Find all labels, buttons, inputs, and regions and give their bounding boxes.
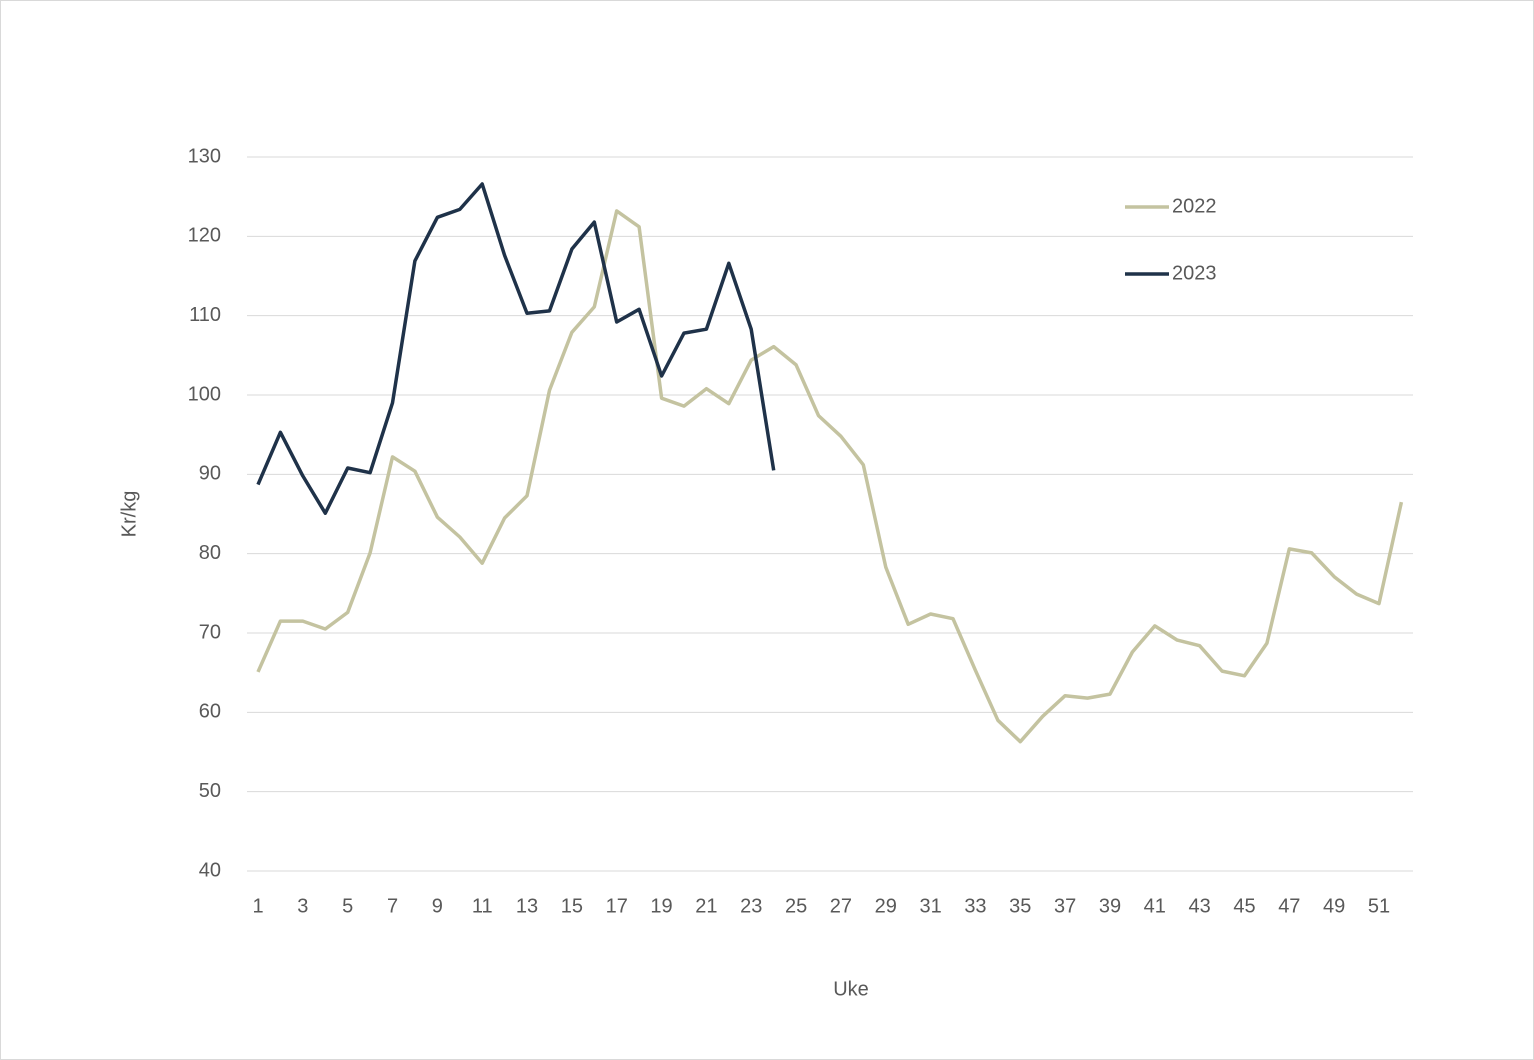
x-tick-label: 3	[297, 895, 308, 917]
x-tick-label: 49	[1323, 895, 1345, 917]
y-tick-label: 120	[188, 225, 221, 247]
x-tick-label: 19	[650, 895, 672, 917]
x-tick-label: 15	[561, 895, 583, 917]
x-tick-label: 25	[785, 895, 807, 917]
y-tick-label: 70	[199, 621, 221, 643]
series-line	[256, 182, 776, 515]
x-axis-label: Uke	[833, 978, 869, 1000]
x-tick-label: 23	[740, 895, 762, 917]
x-tick-label: 13	[516, 895, 538, 917]
legend-label: 2023	[1172, 262, 1217, 284]
y-tick-label: 80	[199, 542, 221, 564]
x-tick-label: 35	[1009, 895, 1031, 917]
x-tick-label: 45	[1233, 895, 1255, 917]
legend-label: 2022	[1172, 195, 1217, 217]
x-tick-label: 7	[387, 895, 398, 917]
x-tick-label: 9	[432, 895, 443, 917]
x-tick-label: 5	[342, 895, 353, 917]
x-tick-label: 39	[1099, 895, 1121, 917]
x-tick-label: 1	[252, 895, 263, 917]
x-tick-label: 47	[1278, 895, 1300, 917]
x-tick-label: 27	[830, 895, 852, 917]
x-tick-label: 29	[875, 895, 897, 917]
y-tick-label: 90	[199, 463, 221, 485]
x-tick-label: 33	[964, 895, 986, 917]
x-tick-label: 17	[606, 895, 628, 917]
y-tick-label: 130	[188, 145, 221, 167]
y-tick-label: 50	[199, 780, 221, 802]
x-tick-label: 41	[1144, 895, 1166, 917]
y-tick-label: 110	[189, 304, 221, 326]
x-tick-label: 43	[1189, 895, 1211, 917]
x-tick-label: 21	[695, 895, 717, 917]
x-tick-label: 37	[1054, 895, 1076, 917]
x-tick-label: 51	[1368, 895, 1390, 917]
x-tick-label: 11	[472, 895, 493, 917]
x-tick-label: 31	[919, 895, 941, 917]
y-tick-label: 100	[188, 383, 221, 405]
y-tick-label: 60	[199, 701, 221, 723]
y-tick-label: 40	[199, 859, 221, 881]
series-line	[256, 209, 1404, 744]
y-axis-label: Kr/kg	[118, 491, 140, 538]
